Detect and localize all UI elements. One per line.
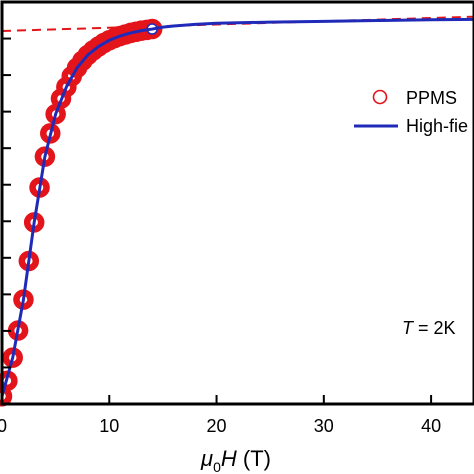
ppms-series xyxy=(0,18,163,407)
axes: 0 10 20 30 40 xyxy=(0,0,474,436)
x-axis-title: μ0H (T) xyxy=(200,446,271,474)
plot-frame xyxy=(0,0,474,406)
x-axis-label-sub: 0 xyxy=(213,459,221,474)
high-field-series xyxy=(0,17,474,397)
legend-ppms-label: PPMS xyxy=(406,88,457,108)
svg-text:T = 2K: T = 2K xyxy=(402,318,456,338)
svg-text:μ0H (T): μ0H (T) xyxy=(200,446,271,474)
x-tick-label: 30 xyxy=(314,416,334,436)
annotation-text: = 2K xyxy=(413,318,456,338)
temperature-annotation: T = 2K xyxy=(402,318,456,338)
x-tick-label: 40 xyxy=(421,416,441,436)
x-tick-label: 0 xyxy=(0,416,7,436)
x-axis-label-prefix: μ xyxy=(200,446,213,471)
x-axis-label-unit: (T) xyxy=(237,446,271,471)
annotation-var: T xyxy=(402,318,415,338)
x-tick-label: 20 xyxy=(207,416,227,436)
legend: PPMS High-fie xyxy=(354,88,468,136)
x-tick-label: 10 xyxy=(99,416,119,436)
high-field-line xyxy=(0,17,474,397)
legend-ppms-marker xyxy=(372,89,388,105)
x-axis-label-var: H xyxy=(221,446,237,471)
legend-highfield-label: High-fie xyxy=(406,116,468,136)
